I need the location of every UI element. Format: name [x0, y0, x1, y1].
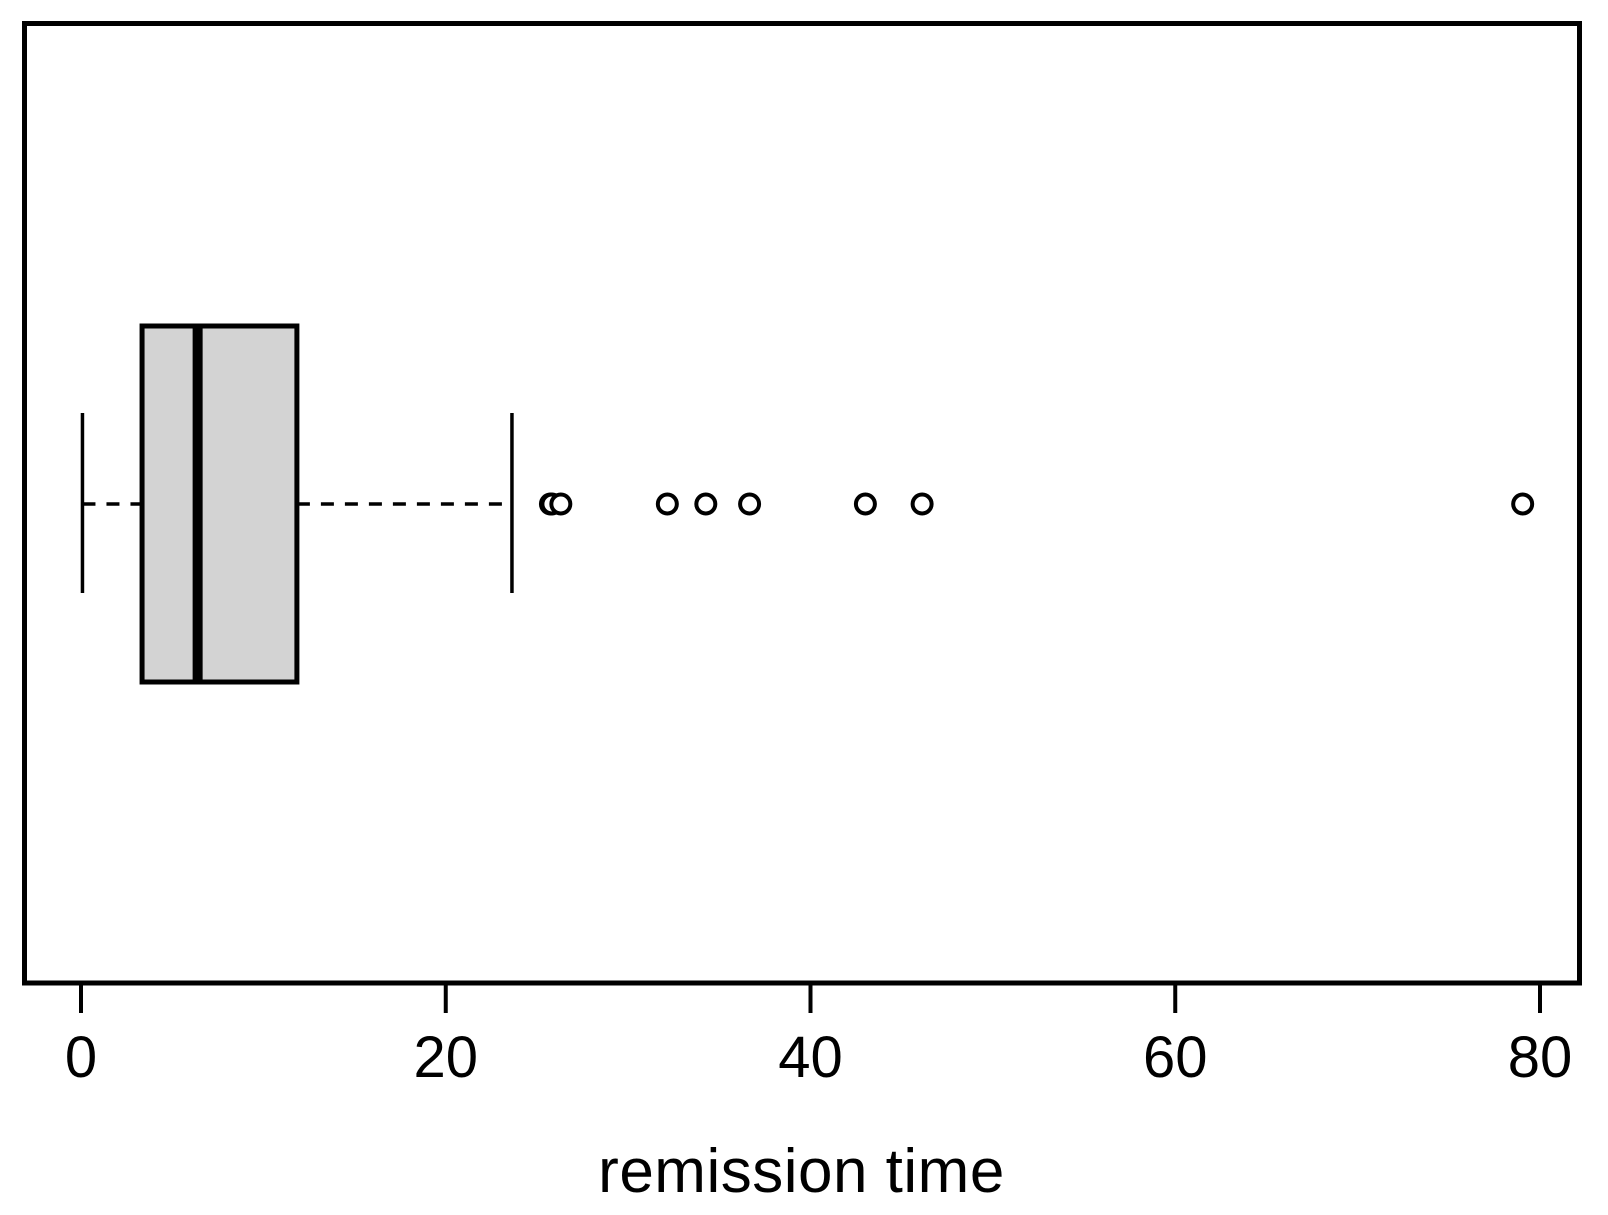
outlier-point	[655, 492, 679, 516]
outlier-point	[1511, 492, 1535, 516]
outlier-point	[853, 492, 877, 516]
x-tick-label: 80	[1508, 1025, 1573, 1090]
x-tick-label: 60	[1143, 1025, 1208, 1090]
x-tick-label: 40	[778, 1025, 843, 1090]
iqr-box	[139, 323, 300, 685]
outlier-point	[910, 492, 934, 516]
outlier-point	[738, 492, 762, 516]
x-tick-label: 20	[413, 1025, 478, 1090]
plot-border	[22, 21, 1582, 986]
x-tick-label: 0	[65, 1025, 97, 1090]
x-axis-title: remission time	[598, 1137, 1005, 1206]
outlier-point	[549, 492, 573, 516]
outlier-point	[694, 492, 718, 516]
